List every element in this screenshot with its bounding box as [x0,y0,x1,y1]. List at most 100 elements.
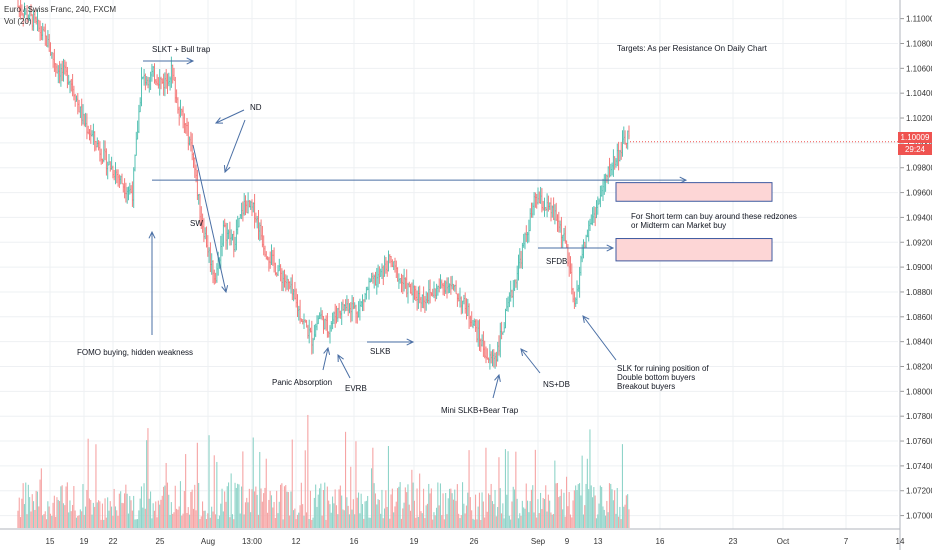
nd-arrow [215,109,245,124]
volume-bar [417,516,419,528]
volume-bar [105,517,107,528]
annotation-panic: Panic Absorption [272,378,333,387]
volume-bar [151,518,153,528]
volume-bar [242,451,244,528]
volume-bar [267,512,269,528]
volume-bar [79,509,81,528]
volume-bar [424,518,426,528]
volume-bar [289,515,291,528]
nd-arrow-2 [224,119,246,173]
annotation-slk-1: SLK for ruining position of [617,364,709,373]
volume-bar [451,493,453,528]
volume-bar [477,506,479,528]
volume-bar [595,518,597,528]
volume-bars [17,414,630,528]
volume-bar [332,496,334,528]
volume-bar [525,483,527,528]
volume-bar [138,510,140,528]
symbol-title[interactable]: Euro / Swiss Franc, 240, FXCM [4,5,117,14]
volume-bar [387,445,389,528]
volume-bar [65,486,67,528]
volume-bar [17,510,19,528]
volume-bar [502,503,504,528]
volume-bar [399,482,401,528]
volume-bar [273,501,275,528]
volume-bar [129,496,131,528]
volume-bar [317,494,319,528]
volume-bar [592,497,594,528]
volume-bar [153,510,155,528]
price-bars [17,0,630,370]
volume-bar [114,506,116,528]
countdown-tag: 29:24 [898,144,932,155]
volume-bar [363,518,365,528]
volume-bar [406,492,408,528]
volume-bar [224,491,226,528]
volume-bar [508,515,510,528]
volume-bar [385,490,387,528]
volume-bar [228,482,230,528]
volume-bar [251,489,253,528]
volume-bar [569,514,571,528]
volume-bar [517,518,519,528]
volume-bar [389,518,391,528]
time-tick-label: Sep [531,537,546,546]
volume-bar [48,506,50,528]
volume-bar [510,519,512,528]
price-tick-label: 1.08200 [906,362,932,371]
volume-bar [618,516,620,528]
volume-bar [70,511,72,528]
volume-bar [195,510,197,528]
volume-bar [237,483,239,528]
volume-bar [130,500,132,528]
volume-indicator-label[interactable]: Vol (20) [4,17,32,26]
time-tick-label: 22 [109,537,118,546]
price-tick-label: 1.09200 [906,238,932,247]
volume-bar [489,494,491,528]
volume-bar [161,495,163,528]
volume-bar [429,493,431,528]
volume-bar [606,500,608,528]
volume-bar [312,517,314,528]
slk-arrow-head [582,315,590,323]
volume-bar [308,518,310,528]
volume-bar [386,506,388,528]
annotation-evrb: EVRB [345,384,367,393]
volume-bar [559,495,561,528]
volume-bar [521,500,523,528]
volume-bar [226,486,228,528]
volume-bar [445,492,447,528]
volume-bar [250,512,252,528]
volume-bar [241,486,243,528]
volume-bar [423,488,425,528]
volume-bar [337,514,339,528]
volume-bar [555,483,557,528]
volume-bar [608,483,610,528]
nsdb-arrow [520,348,541,374]
volume-bar [113,488,115,528]
volume-bar [300,482,302,528]
volume-bar [82,484,84,528]
annotation-short-term-2: or Midterm can Market buy [631,221,727,230]
volume-bar [384,508,386,528]
time-tick-label: 9 [565,537,570,546]
volume-bar [615,513,617,528]
volume-bar [44,511,46,528]
volume-bar [126,493,128,528]
volume-bar [61,485,63,528]
volume-bar [190,492,192,528]
volume-bar [294,508,296,528]
volume-bar [75,517,77,528]
time-tick-label: 16 [656,537,665,546]
annotation-slkt: SLKT + Bull trap [152,45,211,54]
volume-bar [21,498,23,528]
volume-bar [605,515,607,528]
volume-bar [64,505,66,528]
volume-bar [376,504,378,528]
volume-bar [244,502,246,528]
volume-bar [122,503,124,528]
volume-bar [452,499,454,528]
price-tick-label: 1.09600 [906,189,932,198]
price-tick-label: 1.09400 [906,213,932,222]
